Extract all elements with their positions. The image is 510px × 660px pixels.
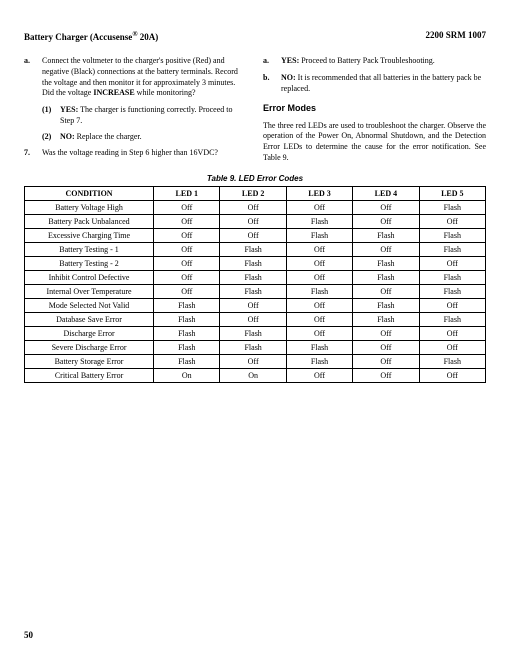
- right-column: a. YES: Proceed to Battery Pack Troubles…: [263, 56, 486, 164]
- col-1: LED 1: [154, 187, 220, 201]
- col-2: LED 2: [220, 187, 286, 201]
- table-row: Severe Discharge ErrorFlashFlashFlashOff…: [25, 341, 486, 355]
- step-7: 7. Was the voltage reading in Step 6 hig…: [24, 148, 247, 159]
- table-row: Critical Battery ErrorOnOnOffOffOff: [25, 369, 486, 383]
- table-row: Battery Testing - 1OffFlashOffOffFlash: [25, 243, 486, 257]
- table-row: Battery Voltage HighOffOffOffOffFlash: [25, 201, 486, 215]
- table-row: Discharge ErrorFlashFlashOffOffOff: [25, 327, 486, 341]
- page-number: 50: [24, 630, 33, 640]
- left-column: a. Connect the voltmeter to the charger'…: [24, 56, 247, 164]
- table-row: Database Save ErrorFlashOffOffFlashFlash: [25, 313, 486, 327]
- header-right: 2200 SRM 1007: [426, 30, 487, 42]
- ans-a: a. YES: Proceed to Battery Pack Troubles…: [263, 56, 486, 67]
- ans-b: b. NO: It is recommended that all batter…: [263, 73, 486, 95]
- led-error-table: CONDITIONLED 1LED 2LED 3LED 4LED 5 Batte…: [24, 186, 486, 383]
- col-4: LED 4: [353, 187, 419, 201]
- col-0: CONDITION: [25, 187, 154, 201]
- table-row: Excessive Charging TimeOffOffFlashFlashF…: [25, 229, 486, 243]
- page-header: Battery Charger (Accusense® 20A) 2200 SR…: [24, 30, 486, 42]
- header-left: Battery Charger (Accusense® 20A): [24, 30, 158, 42]
- table-row: Inhibit Control DefectiveOffFlashOffFlas…: [25, 271, 486, 285]
- table-row: Mode Selected Not ValidFlashOffOffFlashO…: [25, 299, 486, 313]
- table-row: Battery Storage ErrorFlashOffFlashOffFla…: [25, 355, 486, 369]
- section-heading: Error Modes: [263, 102, 486, 114]
- step-a-2: (2) NO: Replace the charger.: [24, 132, 247, 143]
- section-para: The three red LEDs are used to troublesh…: [263, 121, 486, 164]
- step-a-1: (1) YES: The charger is functioning corr…: [24, 105, 247, 127]
- step-a: a. Connect the voltmeter to the charger'…: [24, 56, 247, 99]
- table-row: Internal Over TemperatureOffFlashFlashOf…: [25, 285, 486, 299]
- table-row: Battery Pack UnbalancedOffOffFlashOffOff: [25, 215, 486, 229]
- table-caption: Table 9. LED Error Codes: [24, 174, 486, 183]
- col-3: LED 3: [286, 187, 352, 201]
- col-5: LED 5: [419, 187, 485, 201]
- table-row: Battery Testing - 2OffFlashOffFlashOff: [25, 257, 486, 271]
